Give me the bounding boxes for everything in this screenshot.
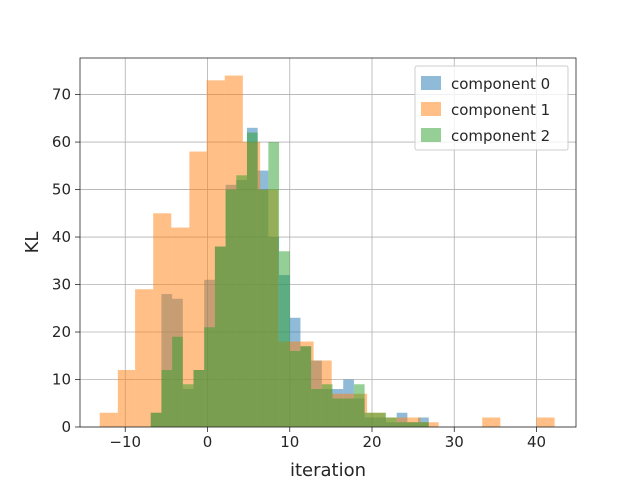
y-axis-label: KL <box>22 232 43 254</box>
histogram-bar <box>193 370 205 427</box>
histogram-bar <box>214 246 226 427</box>
histogram-bar <box>343 398 354 427</box>
legend-label: component 1 <box>451 101 550 119</box>
histogram-bar <box>332 398 344 427</box>
histogram-bar <box>536 417 555 427</box>
legend-label: component 2 <box>451 127 550 145</box>
legend-label: component 0 <box>451 75 550 93</box>
histogram-bar <box>236 175 247 427</box>
x-tick-label: 10 <box>280 433 299 451</box>
legend-swatch <box>421 128 441 142</box>
histogram-bar <box>396 422 408 427</box>
x-tick-label: 40 <box>527 433 546 451</box>
histogram-bar <box>257 189 269 427</box>
histogram-bar <box>99 412 118 427</box>
series-2-bars <box>150 132 429 427</box>
histogram-bar <box>117 370 136 427</box>
histogram-bar <box>268 142 280 427</box>
histogram-bar <box>182 384 194 427</box>
x-tick-label: 30 <box>445 433 464 451</box>
axis-ticks: −10 0 10 20 30 40 0 10 20 30 40 50 60 70 <box>52 86 546 451</box>
legend-box <box>414 65 569 151</box>
x-tick-label: 20 <box>362 433 381 451</box>
histogram-bar <box>420 422 439 427</box>
y-tick-label: 30 <box>52 276 71 294</box>
histogram-bar <box>311 389 322 427</box>
legend-entries: component 0 component 1 component 2 <box>421 75 550 145</box>
histogram-bars <box>99 75 555 428</box>
histogram-bar <box>279 251 290 427</box>
y-tick-label: 70 <box>52 86 71 104</box>
histogram-bar <box>172 336 183 427</box>
histogram-bar <box>161 370 173 427</box>
x-tick-label: −10 <box>109 433 141 451</box>
y-tick-label: 20 <box>52 323 71 341</box>
histogram-bar <box>289 351 301 427</box>
y-tick-label: 60 <box>52 133 71 151</box>
x-axis-label: iteration <box>290 460 366 480</box>
y-tick-label: 0 <box>61 418 71 436</box>
histogram-bar <box>418 422 429 427</box>
y-tick-label: 40 <box>52 228 71 246</box>
legend-swatch <box>421 102 441 116</box>
histogram-bar <box>321 384 333 427</box>
y-tick-label: 10 <box>52 371 71 389</box>
legend-swatch <box>421 76 441 90</box>
histogram-bar <box>353 384 365 427</box>
x-tick-label: 0 <box>203 433 213 451</box>
histogram-bar <box>150 412 162 427</box>
histogram-bar <box>482 417 501 427</box>
histogram-bar <box>407 422 419 427</box>
histogram-bar <box>364 412 376 427</box>
histogram-bar <box>135 289 154 427</box>
histogram-bar <box>385 417 397 427</box>
histogram-bar <box>246 132 258 427</box>
histogram-bar <box>375 412 386 427</box>
legend: component 0 component 1 component 2 <box>414 65 569 151</box>
histogram-bar <box>204 327 215 427</box>
plot-frame <box>79 57 577 428</box>
y-tick-label: 50 <box>52 181 71 199</box>
histogram-bar <box>189 151 207 428</box>
histogram-bar <box>300 346 312 427</box>
histogram-bar <box>225 189 237 427</box>
